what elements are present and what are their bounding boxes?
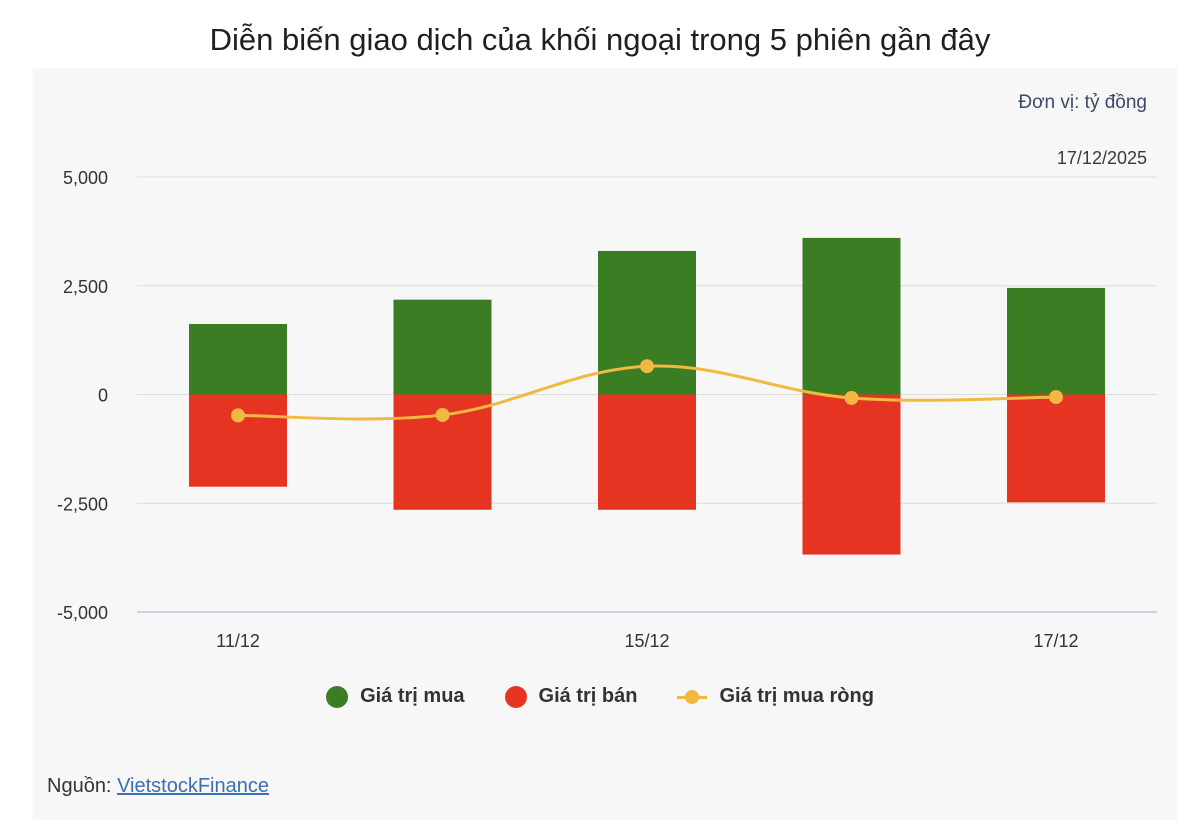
page-title: Diễn biến giao dịch của khối ngoại trong… <box>209 22 991 57</box>
legend: Giá trị mua Giá trị bán Giá trị mua ròng <box>0 685 1200 708</box>
net-point <box>844 390 859 405</box>
buy-legend-marker <box>326 685 349 708</box>
sell-bar <box>1007 394 1105 503</box>
x-tick-label: 17/12 <box>1033 631 1078 651</box>
y-tick-label: 2,500 <box>63 277 108 297</box>
net-legend-marker <box>677 686 708 708</box>
buy-bar <box>189 324 287 395</box>
legend-label-sell: Giá trị bán <box>538 685 638 707</box>
sell-legend-marker <box>504 685 527 708</box>
date-label: 17/12/2025 <box>1056 148 1147 168</box>
legend-item-buy[interactable]: Giá trị mua <box>326 685 465 708</box>
x-tick-label: 15/12 <box>624 631 669 651</box>
buy-bar <box>393 299 492 395</box>
source-link[interactable]: VietstockFinance <box>117 775 269 797</box>
unit-label: Đơn vị: tỷ đồng <box>1018 92 1147 113</box>
legend-item-sell[interactable]: Giá trị bán <box>504 685 638 708</box>
sell-bar <box>802 394 901 555</box>
sell-bar <box>189 394 287 487</box>
buy-bar <box>802 237 901 395</box>
legend-label-buy: Giá trị mua <box>360 685 465 707</box>
x-axis-labels: 11/12 15/12 17/12 <box>216 631 1078 651</box>
net-point <box>640 359 654 374</box>
y-tick-label: -2,500 <box>57 494 108 514</box>
buy-bar <box>1007 287 1105 395</box>
y-tick-label: 0 <box>98 386 108 406</box>
source-prefix: Nguồn: <box>47 775 118 797</box>
source-note: Nguồn: VietstockFinance <box>47 775 269 798</box>
y-tick-label: 5,000 <box>63 168 108 188</box>
x-tick-label: 11/12 <box>216 631 260 651</box>
net-point <box>231 408 245 423</box>
net-point <box>1049 390 1063 405</box>
y-axis-labels: 5,000 2,500 0 -2,500 -5,000 <box>57 168 108 623</box>
y-tick-label: -5,000 <box>57 603 108 623</box>
sell-bar <box>598 394 696 510</box>
net-point <box>435 407 450 422</box>
legend-item-net[interactable]: Giá trị mua ròng <box>677 685 874 708</box>
legend-label-net: Giá trị mua ròng <box>719 685 874 707</box>
net-line-layer <box>231 359 1063 423</box>
